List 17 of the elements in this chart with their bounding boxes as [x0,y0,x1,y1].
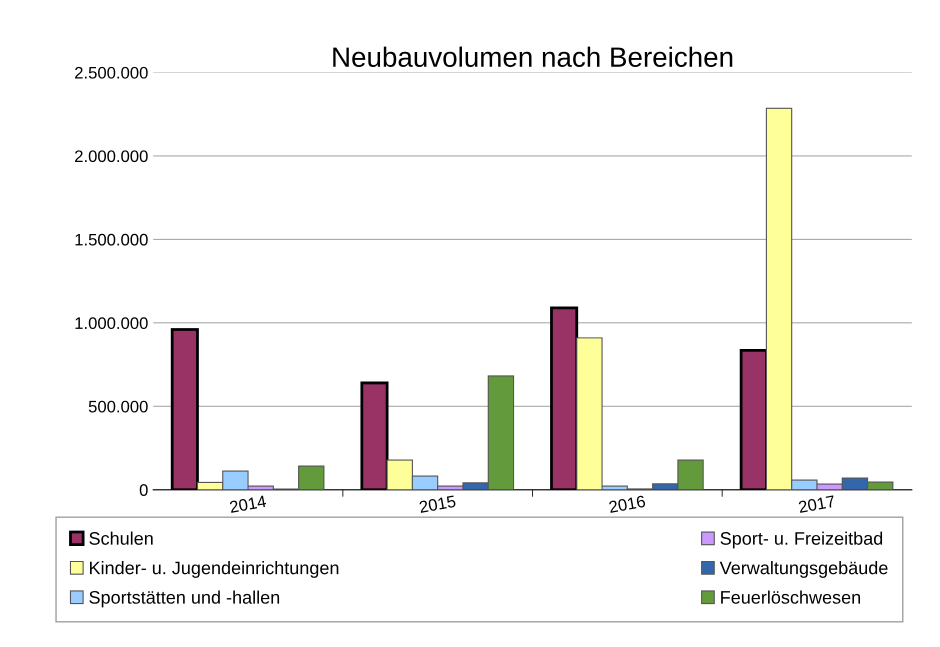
x-tick-label: 2017 [798,495,836,513]
legend-label: Feuerlöschwesen [721,590,860,604]
legend-label: Sportstätten und -hallen [89,590,280,608]
x-tick-label: 2016 [608,495,646,513]
legend-label: Schulen [89,532,153,545]
legend-label: Sport- u. Freizeitbad [720,532,882,548]
y-tick-label: 0 [140,484,148,496]
y-tick-label: 500.000 [88,400,148,413]
y-tick-label: 1.000.000 [75,317,148,330]
x-tick-label: 2015 [418,495,456,513]
chart-title: Neubauvolumen nach Bereichen [333,46,732,67]
y-tick-label: 2.500.000 [75,66,148,79]
y-tick-label: 1.500.000 [75,234,148,246]
legend-label: Verwaltungsgebäude [720,561,888,578]
legend-label: Kinder- u. Jugendeinrichtungen [90,561,338,578]
y-tick-label: 2.000.000 [75,150,148,162]
x-tick-label: 2014 [229,495,267,513]
